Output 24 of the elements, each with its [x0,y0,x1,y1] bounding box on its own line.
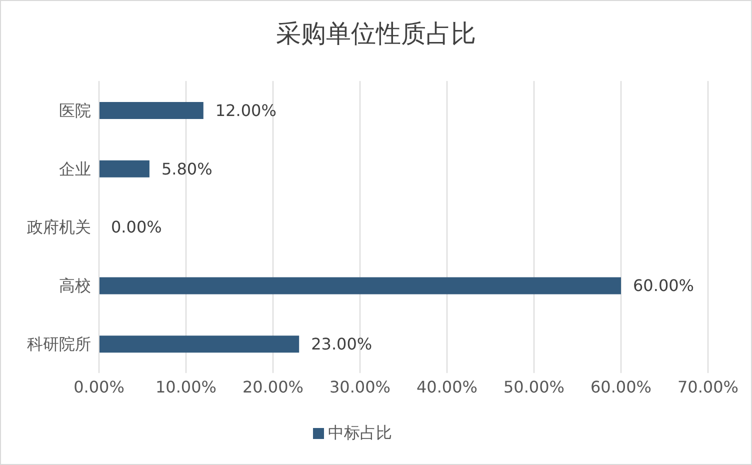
data-label: 12.00% [215,100,276,120]
data-label: 60.00% [633,276,694,296]
bar [99,277,621,294]
y-tick-label: 企业 [59,159,91,178]
x-tick-label: 40.00% [416,377,478,396]
chart-title: 采购单位性质占比 [275,18,477,50]
x-tick-label: 50.00% [503,377,565,396]
y-tick-label: 高校 [59,276,91,296]
y-tick-label: 政府机关 [27,218,91,237]
y-tick-label: 医院 [59,100,91,120]
legend-label: 中标占比 [328,423,392,442]
data-label: 23.00% [311,334,372,354]
x-tick-label: 70.00% [677,377,739,396]
bar [99,336,300,353]
x-tick-label: 20.00% [242,377,304,396]
y-tick-label: 科研院所 [27,334,91,354]
x-tick-label: 60.00% [590,377,652,396]
data-label: 0.00% [111,218,162,237]
x-tick-label: 10.00% [155,377,217,396]
bar [99,102,204,119]
x-tick-label: 0.00% [74,377,124,396]
bar [99,160,150,178]
x-tick-label: 30.00% [329,377,391,396]
data-label: 5.80% [161,159,212,178]
